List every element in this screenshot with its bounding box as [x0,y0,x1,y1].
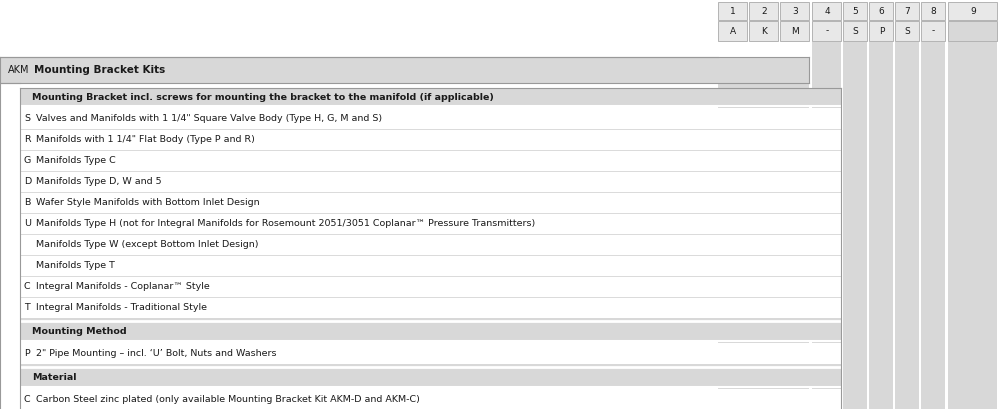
Text: S: S [905,27,910,36]
Bar [812,21,841,41]
Bar [812,2,841,20]
Text: 2: 2 [761,7,767,16]
Text: Valves and Manifolds with 1 1/4" Square Valve Body (Type H, G, M and S): Valves and Manifolds with 1 1/4" Square … [36,114,382,123]
Text: U: U [24,219,31,228]
Text: 4: 4 [824,7,830,16]
Text: B: B [24,198,30,207]
Bar [780,2,809,20]
Bar [20,213,841,234]
Text: Wafer Style Manifolds with Bottom Inlet Design: Wafer Style Manifolds with Bottom Inlet … [36,198,260,207]
Bar [921,2,945,20]
Text: A: A [730,27,736,36]
Bar [20,234,841,255]
Bar [20,323,841,341]
Text: M: M [791,27,799,36]
Bar [20,88,841,106]
Text: Integral Manifolds - Traditional Style: Integral Manifolds - Traditional Style [36,303,207,312]
Bar [20,369,841,387]
Bar [842,88,843,409]
Bar [20,364,841,369]
Bar [948,21,997,41]
Text: P: P [879,27,884,36]
Text: K: K [761,27,767,36]
Bar [718,2,747,20]
Bar [869,21,893,41]
Text: Manifolds Type W (except Bottom Inlet Design): Manifolds Type W (except Bottom Inlet De… [36,240,258,249]
Text: Integral Manifolds - Coplanar™ Style: Integral Manifolds - Coplanar™ Style [36,282,210,291]
Bar [921,21,945,41]
Bar [0,83,20,88]
Bar [749,21,778,41]
Bar [20,108,841,129]
Text: S: S [853,27,858,36]
Text: T: T [24,303,30,312]
Text: Material: Material [32,373,76,382]
Text: Mounting Bracket Kits: Mounting Bracket Kits [34,65,165,75]
Bar [20,389,841,409]
Bar [780,21,809,41]
Bar [948,42,997,409]
Text: Manifolds Type C: Manifolds Type C [36,156,116,165]
Text: Manifolds Type H (not for Integral Manifolds for Rosemount 2051/3051 Coplanar™ P: Manifolds Type H (not for Integral Manif… [36,219,535,228]
Bar [0,0,718,409]
Text: D: D [24,177,31,186]
Text: P: P [24,349,30,358]
Text: Carbon Steel zinc plated (only available Mounting Bracket Kit AKM-D and AKM-C): Carbon Steel zinc plated (only available… [36,395,420,404]
Text: 2" Pipe Mounting – incl. ‘U’ Bolt, Nuts and Washers: 2" Pipe Mounting – incl. ‘U’ Bolt, Nuts … [36,349,276,358]
Bar [20,129,841,150]
Text: Manifolds Type T: Manifolds Type T [36,261,115,270]
Bar [749,2,778,20]
Bar [20,276,841,297]
Text: Manifolds Type D, W and 5: Manifolds Type D, W and 5 [36,177,162,186]
Text: R: R [24,135,31,144]
Bar [718,57,809,409]
Bar [0,57,718,83]
Text: C: C [24,395,31,404]
Bar [895,21,919,41]
Text: C: C [24,282,31,291]
Text: -: - [932,27,935,36]
Text: Mounting Method: Mounting Method [32,328,127,337]
Bar [895,42,919,409]
Bar [843,21,867,41]
Bar [20,150,841,171]
Text: Manifolds with 1 1/4" Flat Body (Type P and R): Manifolds with 1 1/4" Flat Body (Type P … [36,135,255,144]
Bar [843,2,867,20]
Bar [20,255,841,276]
Bar [20,318,841,323]
Bar [869,2,893,20]
Bar [921,42,945,409]
Bar [20,171,841,192]
Bar [841,57,843,119]
Bar [948,2,997,20]
Bar [718,21,747,41]
Text: 9: 9 [970,7,976,16]
Text: AKM: AKM [8,65,30,75]
Bar [0,57,809,83]
Text: 7: 7 [905,7,910,16]
Bar [843,42,867,409]
Bar [869,42,893,409]
Text: 3: 3 [792,7,798,16]
Text: 6: 6 [879,7,884,16]
Text: S: S [24,114,30,123]
Bar [812,42,841,409]
Text: 1: 1 [730,7,736,16]
Text: G: G [24,156,31,165]
Bar [20,297,841,318]
Text: Mounting Bracket incl. screws for mounting the bracket to the manifold (if appli: Mounting Bracket incl. screws for mounti… [32,92,494,101]
Text: 5: 5 [853,7,858,16]
Text: 8: 8 [931,7,936,16]
Text: -: - [825,27,829,36]
Bar [20,343,841,364]
Bar [20,192,841,213]
Bar [895,2,919,20]
